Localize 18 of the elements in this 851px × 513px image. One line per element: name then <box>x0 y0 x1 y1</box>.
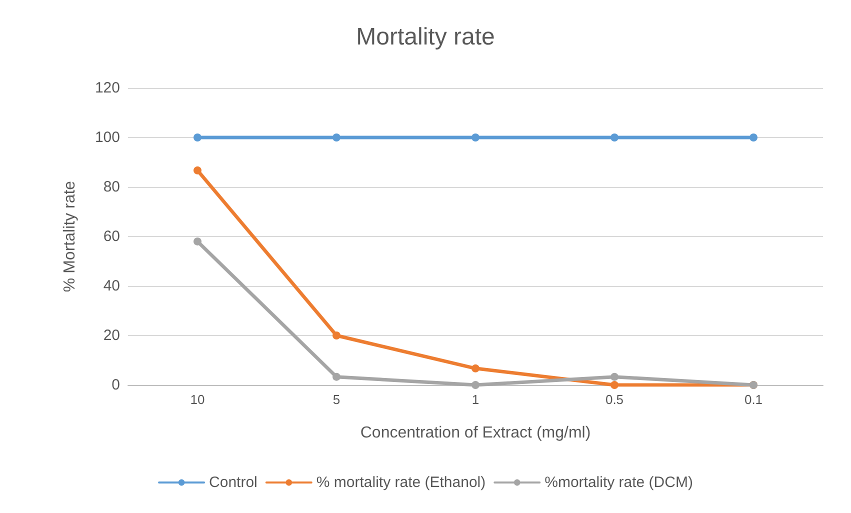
legend-label: % mortality rate (Ethanol) <box>316 474 486 491</box>
x-tick-label: 0.5 <box>605 392 624 407</box>
x-tick-label: 1 <box>472 392 480 407</box>
x-tick-label: 0.1 <box>744 392 763 407</box>
y-tick-label: 40 <box>103 278 120 294</box>
y-tick-label: 100 <box>94 129 120 146</box>
y-axis-title: % Mortality rate <box>62 180 78 292</box>
chart-title: Mortality rate <box>356 24 495 50</box>
y-tick-label: 60 <box>103 228 120 245</box>
x-tick-label: 5 <box>332 392 340 407</box>
y-tick-label: 120 <box>94 80 120 96</box>
x-axis-title: Concentration of Extract (mg/ml) <box>360 424 591 442</box>
y-tick-label: 80 <box>103 178 120 196</box>
legend-label: %mortality rate (DCM) <box>544 474 693 491</box>
y-tick-label: 20 <box>103 327 120 344</box>
legend-label: Control <box>209 474 258 491</box>
x-tick-label: 10 <box>190 392 205 407</box>
y-tick-label: 0 <box>112 376 120 394</box>
